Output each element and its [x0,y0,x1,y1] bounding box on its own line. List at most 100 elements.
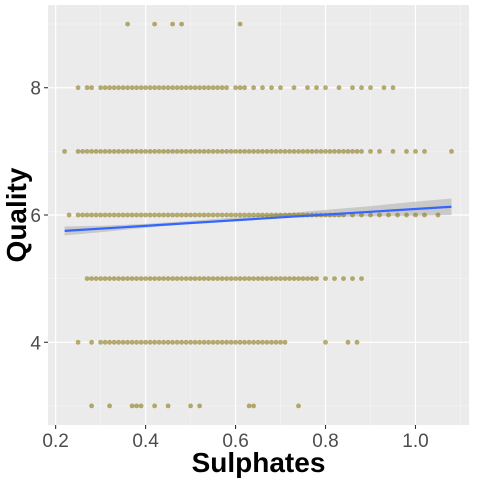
data-point [111,149,117,154]
data-point [152,339,158,345]
data-point [179,149,185,154]
data-point [237,149,243,154]
data-point [246,149,252,154]
data-point [255,276,261,281]
data-point [183,85,189,91]
y-axis-title: Quality [1,167,32,262]
data-point [404,149,409,154]
data-point [174,339,180,345]
data-point [260,339,265,345]
data-point [278,149,283,154]
data-point [242,339,248,345]
data-point [345,339,351,345]
data-point [206,276,212,281]
data-point [170,276,176,281]
data-point [246,403,252,409]
data-point [251,149,256,154]
data-point [255,149,261,154]
data-point [251,212,256,218]
data-point [359,149,364,154]
data-point [179,339,185,345]
data-point [111,276,117,281]
data-point [210,85,216,91]
data-point [183,339,189,345]
data-point [318,149,324,154]
data-point [197,85,203,91]
data-point [138,276,144,281]
data-point [147,212,153,218]
data-point [129,276,135,281]
data-point [260,85,265,91]
data-point [197,276,203,281]
y-tick-label: 6 [30,206,41,227]
data-point [102,276,108,281]
data-point [188,85,194,91]
data-point [219,212,225,218]
data-point [359,276,364,281]
data-point [237,212,243,218]
data-point [233,149,239,154]
data-point [395,212,400,218]
y-tick-label: 8 [30,79,41,100]
data-point [242,149,248,154]
data-point [75,85,81,91]
data-point [156,276,162,281]
data-point [300,276,306,281]
data-point [93,212,99,218]
data-point [246,339,252,345]
data-point [237,85,243,91]
data-point [75,339,81,345]
data-point [179,21,185,27]
data-point [404,212,409,218]
data-point [107,339,112,345]
data-point [296,276,301,281]
data-point [242,85,248,91]
data-point [147,149,153,154]
data-point [152,403,158,409]
data-point [120,276,126,281]
data-point [206,339,212,345]
data-point [336,149,342,154]
data-point [75,149,81,154]
data-point [354,339,360,345]
data-point [192,276,198,281]
data-point [224,85,230,91]
data-point [116,85,121,91]
x-tick-label: 1.0 [402,431,428,452]
data-point [210,276,216,281]
data-point [138,212,144,218]
y-tick-label: 4 [30,333,41,354]
data-point [350,149,355,154]
data-point [251,403,256,409]
data-point [98,212,103,218]
data-point [170,212,176,218]
data-point [161,149,167,154]
data-point [206,212,212,218]
data-point [116,212,121,218]
data-point [89,339,94,345]
data-point [107,276,112,281]
data-point [98,149,103,154]
data-point [174,276,180,281]
data-point [233,339,239,345]
data-point [332,149,337,154]
data-point [314,85,319,91]
data-point [80,149,85,154]
data-point [296,149,301,154]
data-point [314,276,319,281]
data-point [192,149,198,154]
data-point [98,276,103,281]
data-point [170,21,176,27]
data-point [188,339,194,345]
data-point [84,212,90,218]
data-point [264,149,270,154]
data-point [111,212,117,218]
data-point [116,339,121,345]
data-point [147,85,153,91]
data-point [368,212,373,218]
data-point [161,276,167,281]
data-point [422,149,427,154]
data-point [242,276,248,281]
data-point [278,85,283,91]
